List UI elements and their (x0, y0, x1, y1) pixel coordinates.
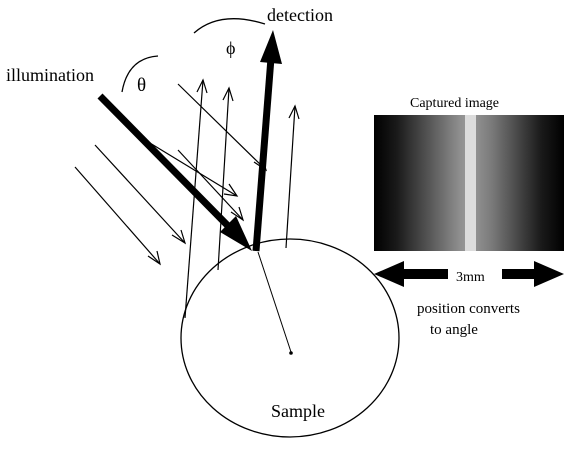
detection-label: detection (267, 5, 333, 25)
surface-normal-line (257, 251, 292, 353)
captured-image-title: Captured image (410, 96, 499, 111)
note-line-2: to angle (430, 322, 478, 338)
captured-image-stripe (465, 115, 476, 251)
scale-double-arrow (374, 261, 564, 287)
detection-arrow (252, 30, 282, 252)
phi-angle-arc (193, 18, 266, 34)
scale-label: 3mm (456, 270, 485, 285)
incident-arrows (74, 83, 268, 266)
phi-label: ϕ (226, 38, 235, 58)
sample-center-dot (289, 351, 293, 355)
theta-label: θ (137, 75, 146, 96)
illumination-label: illumination (6, 65, 94, 85)
main-illumination-arrow (97, 93, 252, 251)
theta-angle-arc (121, 55, 159, 93)
reflected-rays (184, 78, 300, 319)
sample-label: Sample (271, 401, 325, 421)
sample-ellipse (180, 238, 400, 438)
note-line-1: position converts (417, 301, 520, 317)
